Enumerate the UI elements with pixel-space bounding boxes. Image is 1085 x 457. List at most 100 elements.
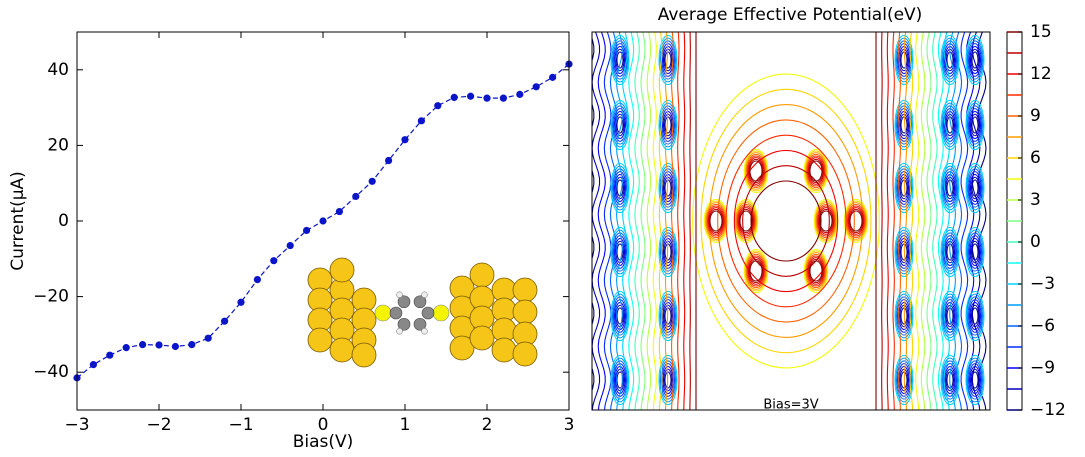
contour-line bbox=[659, 293, 677, 339]
contour-line bbox=[967, 360, 983, 400]
contour-line bbox=[968, 235, 982, 269]
y-tick-label: 40 bbox=[47, 60, 69, 80]
x-tick-label: 0 bbox=[318, 415, 329, 435]
contour-line bbox=[706, 203, 726, 239]
contour-line bbox=[940, 99, 960, 151]
contour-line bbox=[940, 34, 960, 86]
gold-atom bbox=[491, 337, 517, 363]
contour-line bbox=[942, 40, 958, 80]
contour-line bbox=[969, 173, 981, 203]
data-point bbox=[417, 117, 425, 125]
carbon-atom bbox=[413, 295, 427, 309]
contour-line bbox=[970, 176, 980, 200]
contour-line bbox=[846, 203, 866, 239]
sulfur-atom bbox=[374, 304, 392, 322]
contour-line bbox=[970, 304, 980, 328]
contour-line bbox=[660, 296, 676, 336]
sulfur-atom bbox=[432, 304, 450, 322]
x-tick-label: −2 bbox=[146, 415, 171, 435]
gold-atom bbox=[329, 337, 355, 363]
contour-line bbox=[613, 43, 627, 77]
contour-line bbox=[940, 354, 960, 406]
contour-line bbox=[894, 34, 914, 86]
data-point bbox=[319, 217, 327, 225]
gold-atom bbox=[351, 342, 377, 368]
contour-line bbox=[615, 113, 625, 137]
contour-line bbox=[940, 290, 960, 342]
contour-line bbox=[610, 290, 630, 342]
contour-line bbox=[969, 301, 981, 331]
contour-line bbox=[616, 116, 624, 134]
contour-line bbox=[808, 258, 824, 284]
contour-line bbox=[903, 32, 908, 410]
data-point bbox=[89, 361, 97, 369]
carbon-atom bbox=[389, 306, 403, 320]
contour-line bbox=[742, 165, 830, 277]
contour-line bbox=[971, 116, 979, 134]
contour-line bbox=[970, 368, 980, 392]
contour-line bbox=[944, 237, 956, 267]
contour-line bbox=[807, 255, 825, 287]
contour-line bbox=[968, 108, 982, 142]
y-tick-label: −20 bbox=[33, 287, 69, 307]
gold-atom bbox=[307, 327, 333, 353]
data-point bbox=[253, 275, 261, 284]
contour-line bbox=[942, 296, 958, 336]
contour-line bbox=[616, 51, 624, 69]
contour-line bbox=[622, 32, 629, 410]
gold-atom bbox=[512, 341, 538, 367]
data-point bbox=[499, 94, 507, 102]
contour-line bbox=[945, 368, 955, 392]
data-point bbox=[467, 92, 475, 100]
contour-line bbox=[663, 368, 673, 392]
y-tick-label: 0 bbox=[58, 211, 69, 231]
gold-atom bbox=[469, 262, 495, 288]
contour-line bbox=[941, 229, 959, 275]
contour-line bbox=[808, 158, 824, 184]
contour-line bbox=[967, 232, 983, 272]
contour-line bbox=[683, 32, 686, 410]
contour-line bbox=[807, 257, 825, 285]
data-point bbox=[188, 341, 196, 349]
data-point bbox=[401, 136, 409, 144]
contour-line bbox=[965, 226, 985, 278]
contour-line bbox=[613, 108, 627, 142]
hydrogen-atom bbox=[396, 291, 403, 299]
data-point bbox=[237, 298, 245, 306]
contour-line bbox=[807, 155, 825, 187]
contour-frame bbox=[591, 31, 991, 411]
contour-line bbox=[597, 32, 606, 410]
contour-line bbox=[748, 158, 764, 184]
contour-line bbox=[969, 45, 981, 75]
contour-line bbox=[937, 32, 944, 410]
y-tick-label: 20 bbox=[47, 135, 69, 155]
contour-line bbox=[704, 200, 728, 242]
colorbar-tick-label: 6 bbox=[1030, 148, 1041, 168]
carbon-atom bbox=[397, 295, 411, 309]
contour-line bbox=[965, 99, 985, 151]
contour-line bbox=[659, 165, 677, 211]
data-point bbox=[532, 83, 540, 91]
contour-line bbox=[658, 290, 678, 342]
contour-line bbox=[807, 157, 825, 185]
gold-atom bbox=[329, 257, 355, 283]
annotation: Bias=3V bbox=[763, 398, 818, 413]
contour-line bbox=[610, 226, 630, 278]
contour-line bbox=[966, 165, 984, 211]
data-point bbox=[221, 317, 229, 325]
data-point bbox=[286, 241, 294, 250]
contour-line bbox=[977, 32, 987, 410]
data-point bbox=[171, 342, 179, 351]
contour-line bbox=[659, 37, 677, 83]
data-point bbox=[335, 207, 343, 216]
contour-line bbox=[941, 37, 959, 83]
contour-line bbox=[611, 165, 629, 211]
contour-line bbox=[966, 357, 984, 403]
data-point bbox=[368, 177, 376, 185]
x-tick-label: 1 bbox=[400, 415, 411, 435]
gold-atom bbox=[449, 335, 475, 361]
colorbar-tick-label: −9 bbox=[1030, 358, 1055, 378]
data-point bbox=[155, 341, 163, 349]
contour-line bbox=[967, 105, 983, 145]
